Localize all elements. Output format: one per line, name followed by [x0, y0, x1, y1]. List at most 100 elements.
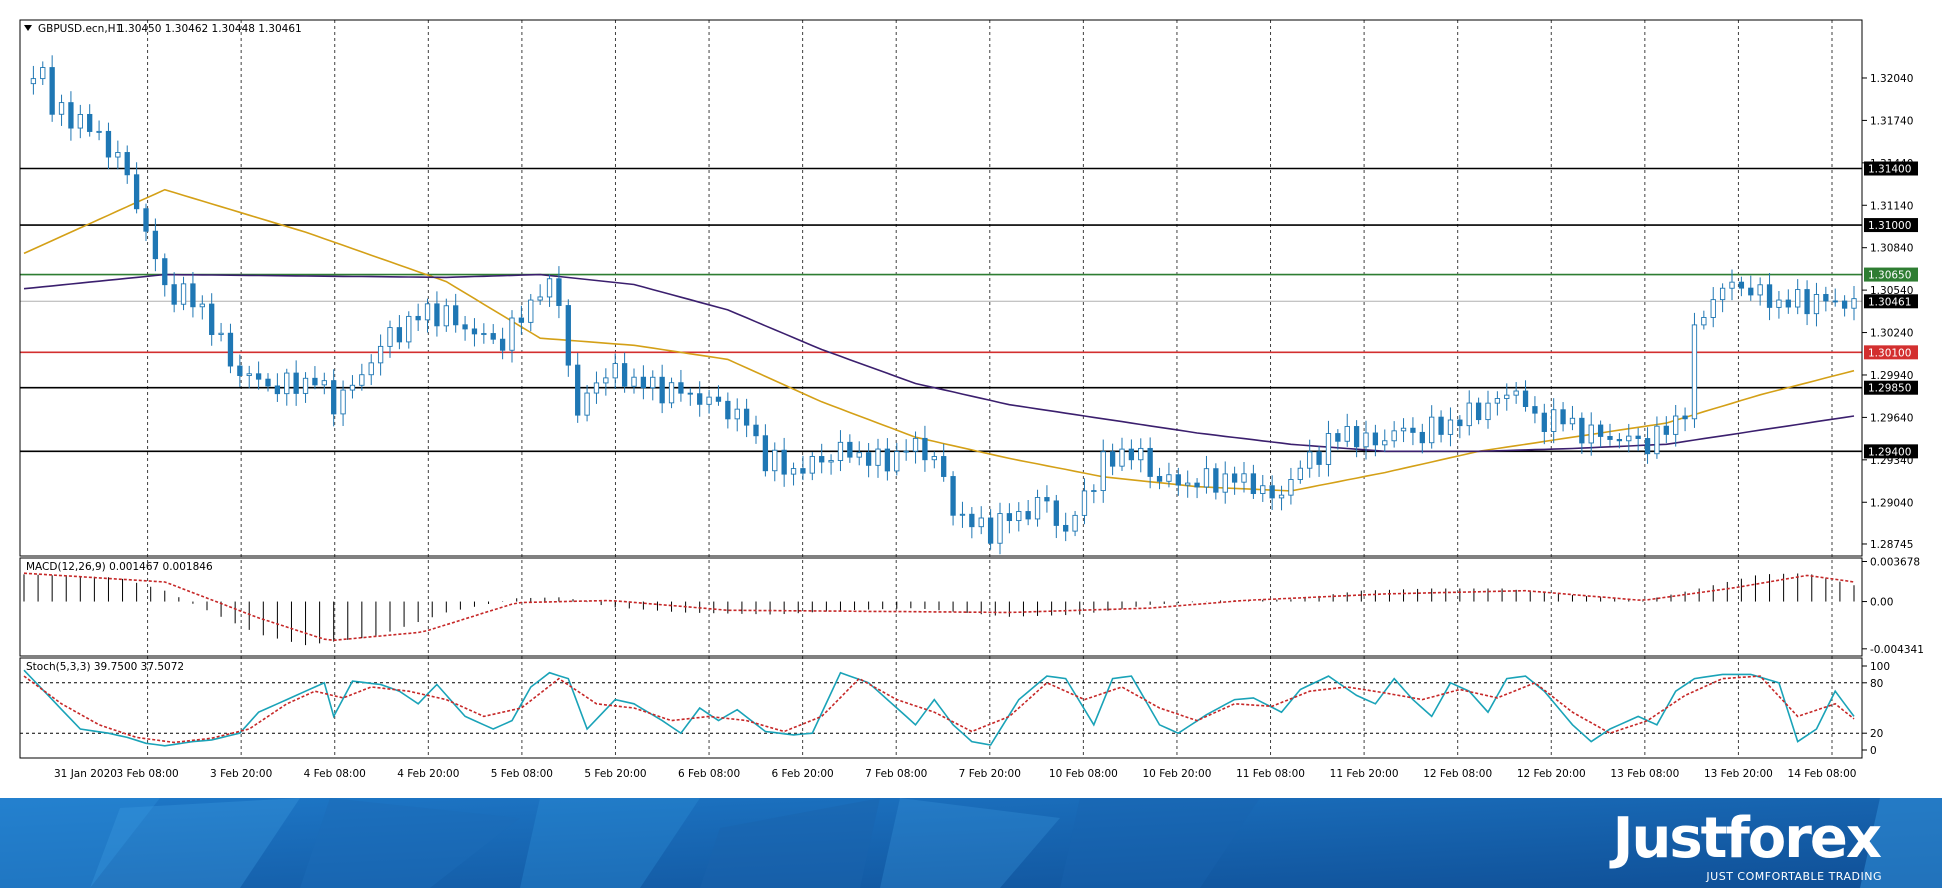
candle-body	[1654, 425, 1660, 455]
candle-body	[1316, 451, 1322, 465]
candle-body	[800, 468, 806, 474]
candle-body	[1560, 409, 1566, 425]
price-panel	[20, 55, 1862, 555]
candle-body	[1522, 390, 1529, 408]
candle-body	[856, 452, 862, 458]
macd-y-label: 0.00	[1870, 597, 1893, 609]
candle-body	[199, 303, 205, 308]
candle-body	[68, 102, 74, 129]
candle-body	[941, 456, 947, 477]
candle-body	[1016, 511, 1022, 522]
candle-body	[1804, 289, 1810, 315]
x-tick-label: 12 Feb 20:00	[1517, 768, 1586, 780]
candle-body	[133, 174, 140, 210]
candle-body	[105, 130, 112, 158]
candle-body	[659, 376, 665, 404]
x-tick-label: 10 Feb 20:00	[1143, 768, 1212, 780]
symbol-menu-icon[interactable]	[24, 25, 32, 31]
candle-body	[1841, 300, 1848, 309]
stoch-y-label: 0	[1870, 745, 1877, 757]
candle-body	[1429, 416, 1435, 444]
candle-body	[1738, 281, 1745, 289]
candle-body	[1626, 435, 1632, 442]
level-tag	[1864, 161, 1918, 176]
candle-body	[481, 333, 487, 335]
candle-body	[1241, 473, 1247, 483]
candle-body	[687, 392, 693, 395]
candle-body	[1588, 424, 1594, 444]
x-tick-label: 6 Feb 20:00	[772, 768, 834, 780]
candle-body	[903, 450, 909, 453]
candle-body	[828, 460, 834, 463]
candle-body	[302, 377, 309, 394]
candle-body	[1410, 427, 1416, 433]
candle-body	[471, 328, 478, 335]
candle-body	[743, 408, 750, 426]
candle-body	[575, 364, 581, 416]
level-tag	[1864, 444, 1918, 459]
candle-body	[621, 363, 628, 387]
candle-body	[1438, 416, 1444, 435]
candle-body	[218, 332, 224, 335]
candle-body	[1851, 298, 1857, 309]
candle-body	[509, 317, 515, 351]
candle-body	[1691, 324, 1698, 420]
candle-body	[359, 374, 365, 386]
x-tick-label: 3 Feb 20:00	[210, 768, 272, 780]
candle-body	[1607, 436, 1613, 440]
candle-body	[790, 468, 797, 475]
candle-body	[1673, 415, 1679, 435]
candle-body	[546, 278, 553, 298]
footer-background	[0, 798, 1942, 888]
candle-body	[875, 448, 881, 466]
candle-body	[809, 456, 815, 474]
candle-body	[1213, 468, 1219, 493]
candle-body	[1344, 426, 1350, 442]
candle-body	[781, 449, 787, 475]
x-tick-label: 4 Feb 20:00	[397, 768, 459, 780]
candle-body	[1569, 417, 1576, 425]
candle-body	[1391, 430, 1397, 442]
level-tag-label: 1.30100	[1868, 347, 1911, 359]
candle-body	[1447, 419, 1454, 435]
y-tick-label: 1.30240	[1870, 328, 1913, 340]
candle-body	[340, 389, 346, 415]
candle-body	[87, 113, 93, 132]
candle-body	[865, 452, 872, 466]
y-tick-label: 1.28745	[1870, 539, 1913, 551]
moving-average-fast	[23, 188, 1855, 492]
candle-body	[584, 392, 590, 416]
candle-body	[1766, 284, 1773, 308]
candle-body	[734, 408, 740, 420]
candle-body	[978, 517, 984, 528]
candle-body	[969, 513, 975, 528]
level-tag	[1864, 218, 1918, 233]
macd-signal-line	[23, 572, 1855, 642]
candle-body	[847, 441, 853, 458]
candle-body	[1729, 281, 1735, 289]
candle-body	[1325, 433, 1332, 465]
candle-body	[1719, 287, 1726, 301]
candle-body	[1025, 511, 1031, 520]
candle-body	[593, 382, 600, 394]
stoch-title: Stoch(5,3,3) 39.7500 37.5072	[26, 661, 184, 673]
level-tag-label: 1.31000	[1868, 220, 1911, 232]
candle-body	[1513, 390, 1519, 396]
candle-body	[1504, 394, 1510, 399]
candle-body	[1419, 431, 1425, 444]
candle-body	[274, 385, 281, 395]
candle-body	[715, 396, 722, 402]
candle-body	[453, 305, 459, 326]
candle-body	[1222, 473, 1228, 493]
y-tick-label: 1.31740	[1870, 115, 1913, 127]
candle-body	[1823, 294, 1829, 302]
candle-body	[1156, 475, 1163, 482]
candle-body	[124, 152, 130, 176]
candle-body	[499, 338, 506, 351]
trading-chart: 31 Jan 2020 3 Feb 08:00 3 Feb 20:00 4 Feb 0…	[19, 19, 1924, 780]
level-tag-label: 1.29850	[1868, 383, 1911, 395]
candle-body	[443, 305, 449, 327]
candle-body	[1748, 287, 1754, 296]
y-tick-label: 1.29640	[1870, 412, 1913, 424]
candle-body	[1757, 284, 1763, 296]
